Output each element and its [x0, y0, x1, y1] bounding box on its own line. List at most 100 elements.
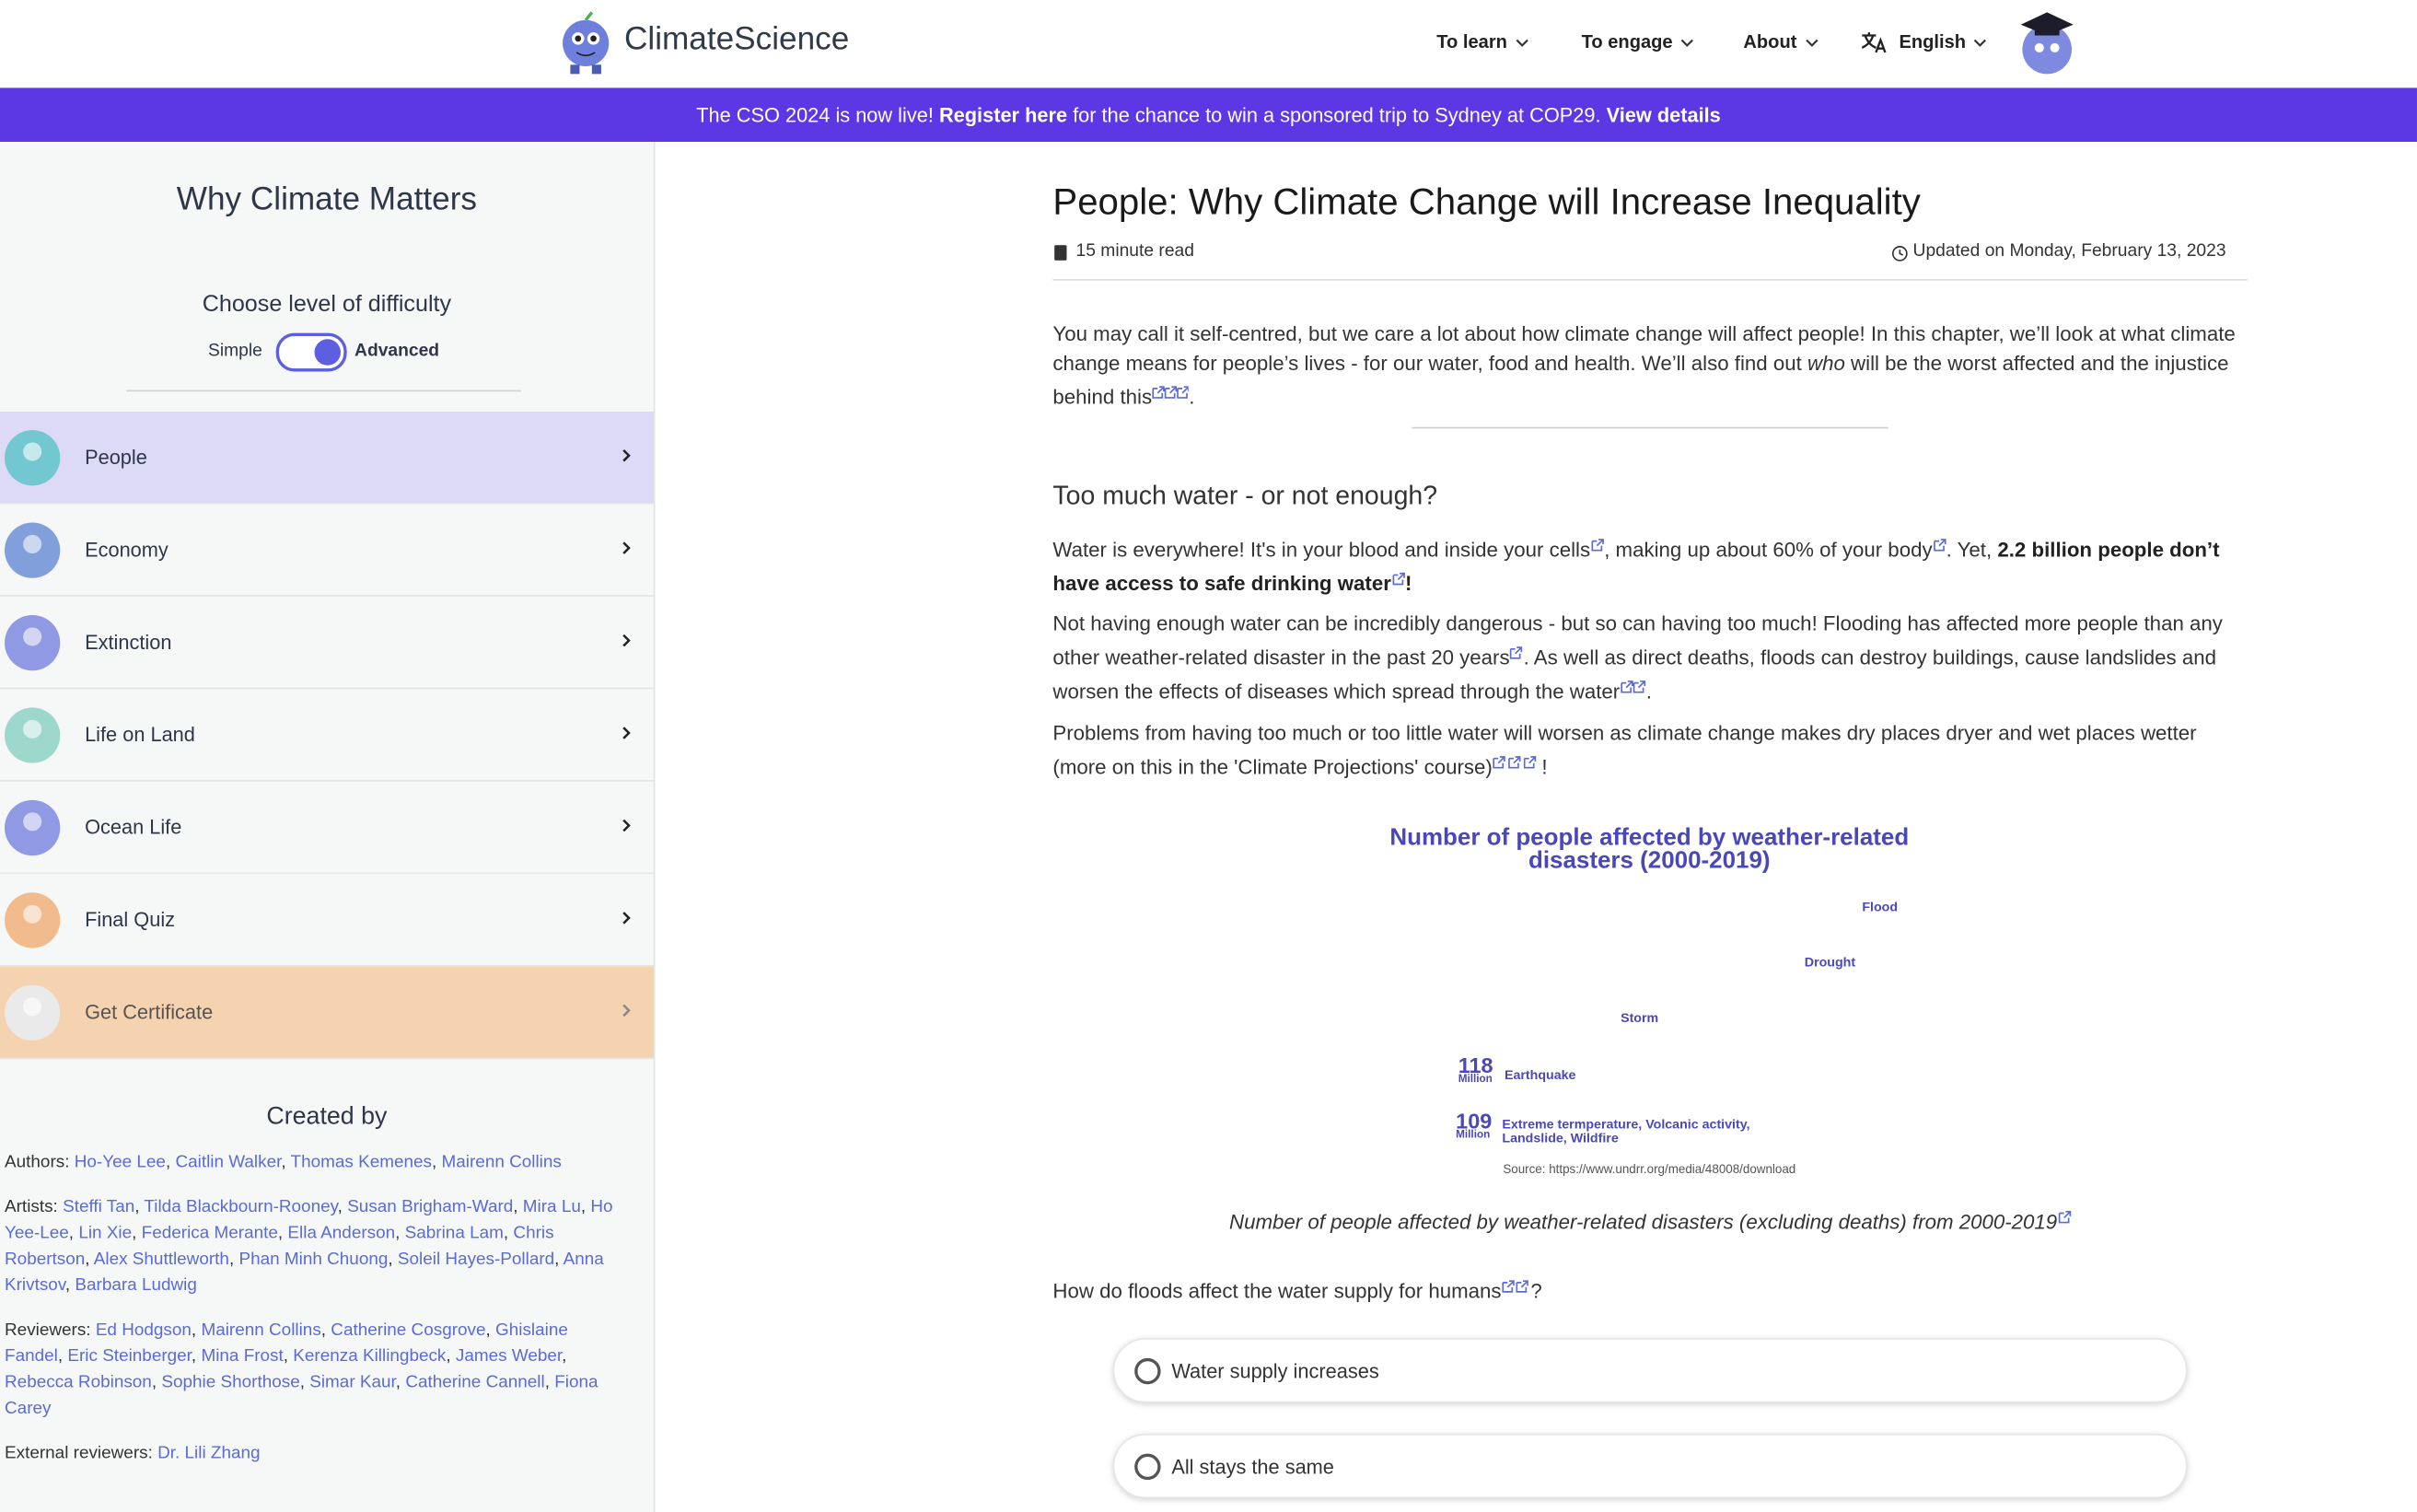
- contributor-link[interactable]: Thomas Kemenes: [290, 1153, 433, 1172]
- nav-item[interactable]: About: [1743, 30, 1818, 52]
- contributor-link[interactable]: Steffi Tan: [63, 1197, 135, 1216]
- item-icon: [5, 799, 61, 856]
- nav-item[interactable]: Ocean Life: [0, 782, 654, 875]
- text: ?: [1530, 1279, 1542, 1303]
- divider: [126, 390, 521, 392]
- contributor-link[interactable]: Soleil Hayes-Pollard: [397, 1250, 555, 1269]
- nav-item[interactable]: To engage: [1582, 30, 1694, 52]
- contributor-link[interactable]: Catherine Cosgrove: [331, 1320, 486, 1340]
- separator: ,: [281, 1153, 291, 1172]
- contributor-link[interactable]: Mairenn Collins: [201, 1320, 321, 1340]
- external-link[interactable]: [1590, 530, 1604, 560]
- contributor-link[interactable]: Catherine Cannell: [405, 1373, 545, 1392]
- contributor-link[interactable]: Caitlin Walker: [175, 1153, 282, 1172]
- contributor-link[interactable]: Rebecca Robinson: [5, 1373, 152, 1392]
- toggle-option[interactable]: Advanced: [354, 342, 440, 361]
- external-links[interactable]: [1502, 1272, 1531, 1301]
- separator: ,: [580, 1197, 591, 1216]
- contributor-link[interactable]: Simar Kaur: [309, 1373, 396, 1392]
- contributor-link[interactable]: Chris Robertson: [5, 1224, 554, 1269]
- external-links[interactable]: [1620, 673, 1645, 703]
- contributor-link[interactable]: Phan Minh Chuong: [238, 1250, 389, 1269]
- text: will be the worst affected and the injus…: [1052, 352, 2229, 410]
- contributor-link[interactable]: Ho Yee-Lee: [5, 1197, 613, 1243]
- article: People: Why Climate Change will Increase…: [655, 142, 2416, 1512]
- paragraph: You may call it self-centred, but we car…: [1052, 320, 2247, 413]
- contributor-link[interactable]: Barbara Ludwig: [75, 1276, 197, 1296]
- separator: ,: [562, 1347, 567, 1367]
- value: 1.43: [1740, 940, 1784, 966]
- contributor-link[interactable]: Federica Merante: [141, 1224, 278, 1243]
- text-bold: 2.2 billion people don’t have access to …: [1052, 538, 2220, 596]
- banner-link[interactable]: View details: [1606, 103, 1721, 127]
- unit: Million: [1564, 1018, 1599, 1029]
- separator: ,: [554, 1250, 564, 1269]
- contributor-link[interactable]: Ed Hodgson: [95, 1320, 192, 1340]
- book-icon: [1054, 245, 1067, 261]
- external-links[interactable]: [1493, 748, 1542, 777]
- unit: Billion: [1749, 961, 1784, 973]
- nav-item[interactable]: Economy: [0, 504, 654, 597]
- item-label: People: [85, 445, 147, 469]
- contributor-link[interactable]: Alex Shuttleworth: [93, 1250, 229, 1269]
- external-links[interactable]: [1152, 378, 1191, 408]
- contributor-link[interactable]: Sophie Shorthose: [161, 1373, 300, 1392]
- contributor-link[interactable]: Mira Lu: [522, 1197, 581, 1216]
- nav-item[interactable]: People: [0, 411, 654, 505]
- announcement-banner: The CSO 2024 is now live! Register here …: [0, 87, 2417, 143]
- chevron: [1516, 39, 1528, 47]
- credit-label: Authors:: [5, 1153, 75, 1172]
- external-link[interactable]: [1510, 638, 1524, 668]
- separator: ,: [85, 1250, 94, 1269]
- avatar[interactable]: [2012, 6, 2083, 77]
- external-link[interactable]: [1933, 530, 1946, 560]
- external-link[interactable]: [1391, 564, 1405, 594]
- answer-option[interactable]: Water supply increases: [1112, 1338, 2188, 1403]
- contributor-link[interactable]: Fiona Carey: [5, 1373, 598, 1419]
- logo[interactable]: [555, 9, 617, 77]
- contributor-link[interactable]: Tilda Blackbourn-Rooney: [144, 1197, 338, 1216]
- read-time: 15 minute read: [1075, 241, 1194, 261]
- contributor-link[interactable]: Dr. Lili Zhang: [157, 1444, 261, 1463]
- separator: ,: [446, 1347, 456, 1367]
- contributor-link[interactable]: Eric Steinberger: [67, 1347, 192, 1367]
- nav-item[interactable]: Life on Land: [0, 689, 654, 782]
- nav-item[interactable]: Extinction: [0, 597, 654, 690]
- contributor-link[interactable]: Susan Brigham-Ward: [347, 1197, 514, 1216]
- paragraph: Water is everywhere! It's in your blood …: [1052, 530, 2247, 599]
- brand[interactable]: ClimateScience: [624, 21, 850, 57]
- contributor-link[interactable]: Ghislaine Fandel: [5, 1320, 568, 1367]
- separator: ,: [165, 1153, 176, 1172]
- category-label: Extreme termperature, Volcanic activity,…: [1502, 1115, 1750, 1146]
- language-select[interactable]: English: [1899, 30, 1987, 52]
- nav-item[interactable]: Get Certificate: [0, 966, 654, 1060]
- chevron: [622, 1004, 631, 1018]
- difficulty-toggle[interactable]: [275, 332, 347, 372]
- item-label: Get Certificate: [85, 1000, 214, 1024]
- separator: ,: [132, 1224, 142, 1243]
- contributor-link[interactable]: Ho-Yee Lee: [74, 1153, 166, 1172]
- contributor-link[interactable]: Ella Anderson: [287, 1224, 396, 1243]
- separator: ,: [228, 1250, 239, 1269]
- text: . As well as direct deaths, floods can d…: [1052, 646, 2217, 704]
- contributor-link[interactable]: James Weber: [455, 1347, 563, 1367]
- nav-item[interactable]: To learn: [1436, 30, 1528, 52]
- value: 118: [1458, 1052, 1493, 1077]
- clock-icon: [1891, 246, 1908, 262]
- contributor-link[interactable]: Mairenn Collins: [441, 1153, 562, 1172]
- separator: ,: [134, 1197, 145, 1216]
- banner-link[interactable]: Register here: [938, 103, 1068, 127]
- toggle-option[interactable]: Simple: [208, 342, 262, 361]
- credits-title: Created by: [266, 1103, 388, 1131]
- contributor-link[interactable]: Kerenza Killingbeck: [293, 1347, 447, 1367]
- contributor-link[interactable]: Mina Frost: [201, 1347, 284, 1367]
- contributor-link[interactable]: Sabrina Lam: [404, 1224, 504, 1243]
- nav-item[interactable]: Final Quiz: [0, 874, 654, 967]
- credit-group: Authors: Ho-Yee Lee, Caitlin Walker, Tho…: [5, 1150, 622, 1176]
- contributor-link[interactable]: Anna Krivtsov: [5, 1250, 604, 1296]
- contributor-link[interactable]: Lin Xie: [78, 1224, 133, 1243]
- external-link[interactable]: [2057, 1205, 2071, 1228]
- difficulty-label: Choose level of difficulty: [202, 291, 452, 318]
- answer-option[interactable]: All stays the same: [1112, 1433, 2188, 1499]
